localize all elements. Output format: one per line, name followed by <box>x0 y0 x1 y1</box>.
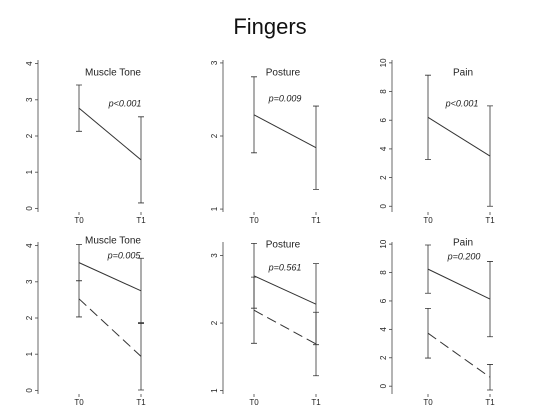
error-bar <box>76 84 82 132</box>
series-line <box>253 275 317 305</box>
error-bar <box>251 276 257 344</box>
p-value: p=0.005 <box>107 250 142 260</box>
p-value: p<0.001 <box>445 98 479 108</box>
error-bar <box>425 307 431 359</box>
error-bar <box>138 322 144 391</box>
panel-title: Posture <box>266 240 301 251</box>
page-title: Fingers <box>233 14 306 39</box>
p-value: p=0.009 <box>268 93 302 103</box>
series-line <box>78 262 142 292</box>
x-tick-label: T1 <box>485 398 495 407</box>
x-tick-label: T0 <box>74 216 84 225</box>
y-tick-label: 0 <box>379 203 388 208</box>
x-tick-label: T1 <box>311 398 321 407</box>
y-tick-label: 10 <box>379 58 388 67</box>
error-bar <box>313 105 319 190</box>
panel: 0 2 4 6 8 10 T0 T1 Pain p<0.001 <box>379 58 495 225</box>
y-tick-label: 2 <box>379 355 388 360</box>
y-tick-label: 6 <box>379 298 388 303</box>
series-line <box>427 332 491 378</box>
y-tick-label: 1 <box>25 169 34 174</box>
y-tick-label: 2 <box>25 133 34 138</box>
error-bar <box>487 261 493 338</box>
series-line <box>253 114 317 149</box>
y-tick-label: 3 <box>25 97 34 102</box>
error-bar <box>76 280 82 318</box>
error-bar <box>487 364 493 391</box>
panel-title: Muscle Tone <box>85 236 141 247</box>
y-tick-label: 0 <box>25 388 34 393</box>
x-tick-label: T1 <box>136 216 146 225</box>
series-line <box>427 116 491 157</box>
panel: 0 1 2 3 4 T0 T1 Muscle Tone p<0.001 <box>25 60 146 225</box>
x-tick-label: T1 <box>136 398 146 407</box>
x-tick-label: T0 <box>423 216 433 225</box>
y-tick-label: 1 <box>25 351 34 356</box>
y-tick-label: 10 <box>379 239 388 248</box>
x-tick-label: T0 <box>74 398 84 407</box>
y-tick-label: 4 <box>379 146 388 151</box>
y-tick-label: 1 <box>210 388 219 393</box>
y-tick-label: 8 <box>379 270 388 275</box>
y-tick-label: 0 <box>25 206 34 211</box>
y-tick-label: 2 <box>379 175 388 180</box>
y-tick-label: 4 <box>25 61 34 66</box>
series-line <box>78 107 142 161</box>
y-tick-label: 2 <box>25 315 34 320</box>
x-tick-label: T0 <box>249 216 259 225</box>
error-bar <box>313 311 319 377</box>
p-value: p<0.001 <box>108 98 142 108</box>
x-tick-label: T0 <box>249 398 259 407</box>
panel-title: Pain <box>453 68 473 79</box>
y-tick-label: 3 <box>25 279 34 284</box>
series-line <box>253 309 317 345</box>
panel: 1 2 3 T0 T1 Posture p=0.009 <box>210 60 321 225</box>
p-value: p=0.561 <box>268 262 302 272</box>
x-tick-label: T1 <box>311 216 321 225</box>
y-tick-label: 6 <box>379 117 388 122</box>
error-bar <box>76 244 82 282</box>
panel-title: Pain <box>453 238 473 249</box>
y-tick-label: 3 <box>210 60 219 65</box>
series-line <box>78 298 142 357</box>
panel: 0 1 2 3 4 T0 T1 Muscle Tone p=0.005 <box>25 236 146 407</box>
p-value: p=0.200 <box>447 251 481 261</box>
error-bar <box>425 74 431 160</box>
series-line <box>427 268 491 300</box>
panel: 0 2 4 6 8 10 T0 T1 Pain p=0.200 <box>379 238 495 407</box>
y-tick-label: 4 <box>379 327 388 332</box>
panel-title: Posture <box>266 68 301 79</box>
y-tick-label: 3 <box>210 253 219 258</box>
error-bar <box>138 116 144 204</box>
y-tick-label: 2 <box>210 320 219 325</box>
y-tick-label: 4 <box>25 243 34 248</box>
error-bar <box>251 76 257 154</box>
error-bar <box>487 105 493 207</box>
error-bar <box>425 244 431 294</box>
error-bar <box>138 257 144 324</box>
y-tick-label: 2 <box>210 133 219 138</box>
y-tick-label: 1 <box>210 206 219 211</box>
panel: 1 2 3 T0 T1 Posture p=0.561 <box>210 240 321 407</box>
panel-title: Muscle Tone <box>85 68 141 79</box>
x-tick-label: T1 <box>485 216 495 225</box>
y-tick-label: 0 <box>379 383 388 388</box>
x-tick-label: T0 <box>423 398 433 407</box>
y-tick-label: 8 <box>379 89 388 94</box>
